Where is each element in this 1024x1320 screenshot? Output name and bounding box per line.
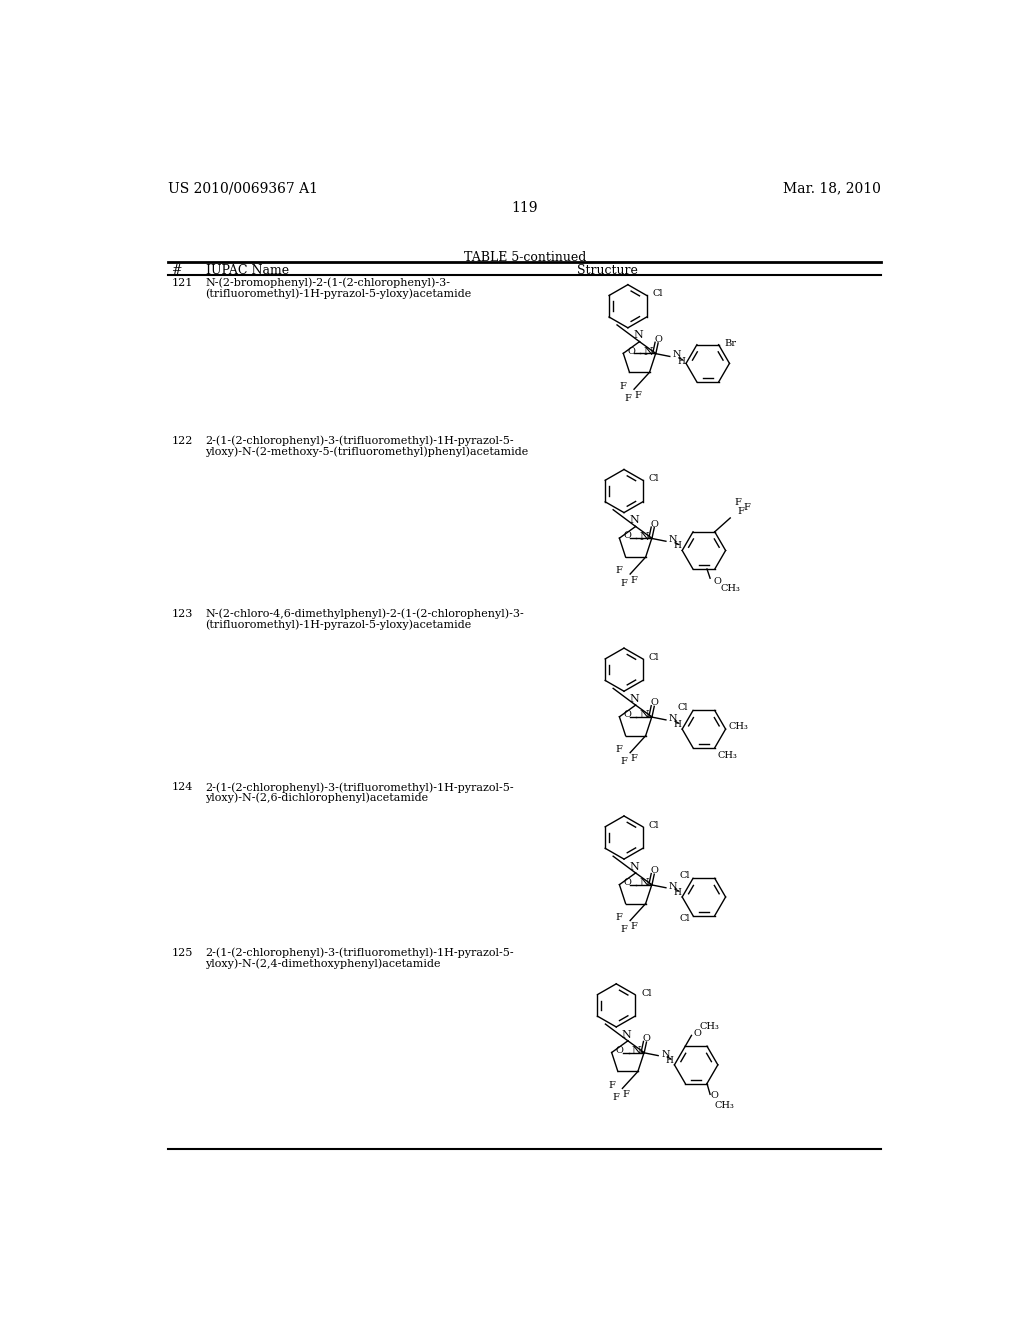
Text: IUPAC Name: IUPAC Name <box>206 264 289 277</box>
Text: 119: 119 <box>512 201 538 215</box>
Text: yloxy)-N-(2,4-dimethoxyphenyl)acetamide: yloxy)-N-(2,4-dimethoxyphenyl)acetamide <box>206 958 441 969</box>
Text: O: O <box>654 335 663 345</box>
Text: N: N <box>633 330 643 341</box>
Text: O: O <box>650 520 658 529</box>
Text: 2-(1-(2-chlorophenyl)-3-(trifluoromethyl)-1H-pyrazol-5-: 2-(1-(2-chlorophenyl)-3-(trifluoromethyl… <box>206 781 514 793</box>
Text: yloxy)-N-(2,6-dichlorophenyl)acetamide: yloxy)-N-(2,6-dichlorophenyl)acetamide <box>206 793 429 804</box>
Text: Cl: Cl <box>641 989 651 998</box>
Text: O: O <box>615 1045 624 1055</box>
Text: yloxy)-N-(2-methoxy-5-(trifluoromethyl)phenyl)acetamide: yloxy)-N-(2-methoxy-5-(trifluoromethyl)p… <box>206 446 528 457</box>
Text: US 2010/0069367 A1: US 2010/0069367 A1 <box>168 182 318 195</box>
Text: F: F <box>625 393 631 403</box>
Text: F: F <box>608 1081 615 1090</box>
Text: H: H <box>674 719 682 729</box>
Text: N: N <box>629 515 639 525</box>
Text: (trifluoromethyl)-1H-pyrazol-5-yloxy)acetamide: (trifluoromethyl)-1H-pyrazol-5-yloxy)ace… <box>206 289 472 300</box>
Text: O: O <box>650 866 658 875</box>
Text: N: N <box>669 535 678 544</box>
Text: O: O <box>624 878 631 887</box>
Text: F: F <box>615 566 623 576</box>
Text: O: O <box>710 1092 718 1101</box>
Text: N: N <box>622 1030 631 1040</box>
Text: Cl: Cl <box>680 915 690 923</box>
Text: F: F <box>615 913 623 921</box>
Text: F: F <box>737 507 744 516</box>
Text: Cl: Cl <box>649 474 659 483</box>
Text: F: F <box>635 391 641 400</box>
Text: Br: Br <box>725 339 737 347</box>
Text: O: O <box>627 347 635 355</box>
Text: F: F <box>612 1093 620 1102</box>
Text: N-(2-chloro-4,6-dimethylphenyl)-2-(1-(2-chlorophenyl)-3-: N-(2-chloro-4,6-dimethylphenyl)-2-(1-(2-… <box>206 609 524 619</box>
Text: N: N <box>639 532 649 541</box>
Text: H: H <box>666 1056 674 1065</box>
Text: H: H <box>674 541 682 550</box>
Text: N: N <box>629 694 639 704</box>
Text: F: F <box>621 758 628 767</box>
Text: F: F <box>734 498 741 507</box>
Text: H: H <box>678 356 685 366</box>
Text: N-(2-bromophenyl)-2-(1-(2-chlorophenyl)-3-: N-(2-bromophenyl)-2-(1-(2-chlorophenyl)-… <box>206 277 451 288</box>
Text: N: N <box>669 714 678 723</box>
Text: 2-(1-(2-chlorophenyl)-3-(trifluoromethyl)-1H-pyrazol-5-: 2-(1-(2-chlorophenyl)-3-(trifluoromethyl… <box>206 436 514 446</box>
Text: F: F <box>743 503 751 512</box>
Text: F: F <box>631 754 638 763</box>
Text: Cl: Cl <box>680 871 690 879</box>
Text: CH₃: CH₃ <box>721 585 740 594</box>
Text: Cl: Cl <box>649 653 659 661</box>
Text: Cl: Cl <box>653 289 664 298</box>
Text: 121: 121 <box>171 277 193 288</box>
Text: CH₃: CH₃ <box>715 1101 734 1110</box>
Text: F: F <box>623 1090 630 1100</box>
Text: #: # <box>171 264 182 277</box>
Text: F: F <box>631 923 638 931</box>
Text: N: N <box>639 710 649 721</box>
Text: F: F <box>620 381 627 391</box>
Text: N: N <box>632 1045 641 1056</box>
Text: O: O <box>693 1030 700 1039</box>
Text: N: N <box>662 1049 670 1059</box>
Text: F: F <box>621 578 628 587</box>
Text: Cl: Cl <box>678 702 688 711</box>
Text: F: F <box>631 576 638 585</box>
Text: 124: 124 <box>171 781 193 792</box>
Text: O: O <box>624 532 631 540</box>
Text: N: N <box>639 878 649 888</box>
Text: O: O <box>713 577 721 586</box>
Text: Structure: Structure <box>578 264 638 277</box>
Text: F: F <box>621 925 628 935</box>
Text: CH₃: CH₃ <box>699 1022 719 1031</box>
Text: O: O <box>624 710 631 719</box>
Text: TABLE 5-continued: TABLE 5-continued <box>464 251 586 264</box>
Text: N: N <box>643 347 653 356</box>
Text: Mar. 18, 2010: Mar. 18, 2010 <box>783 182 882 195</box>
Text: (trifluoromethyl)-1H-pyrazol-5-yloxy)acetamide: (trifluoromethyl)-1H-pyrazol-5-yloxy)ace… <box>206 619 472 630</box>
Text: N: N <box>629 862 639 871</box>
Text: 125: 125 <box>171 948 193 957</box>
Text: N: N <box>673 350 681 359</box>
Text: 123: 123 <box>171 609 193 619</box>
Text: CH₃: CH₃ <box>729 722 749 730</box>
Text: O: O <box>650 698 658 708</box>
Text: H: H <box>674 888 682 896</box>
Text: 2-(1-(2-chlorophenyl)-3-(trifluoromethyl)-1H-pyrazol-5-: 2-(1-(2-chlorophenyl)-3-(trifluoromethyl… <box>206 948 514 958</box>
Text: N: N <box>669 882 678 891</box>
Text: Cl: Cl <box>649 821 659 830</box>
Text: O: O <box>643 1034 650 1043</box>
Text: CH₃: CH₃ <box>718 751 737 760</box>
Text: 122: 122 <box>171 436 193 446</box>
Text: F: F <box>615 744 623 754</box>
